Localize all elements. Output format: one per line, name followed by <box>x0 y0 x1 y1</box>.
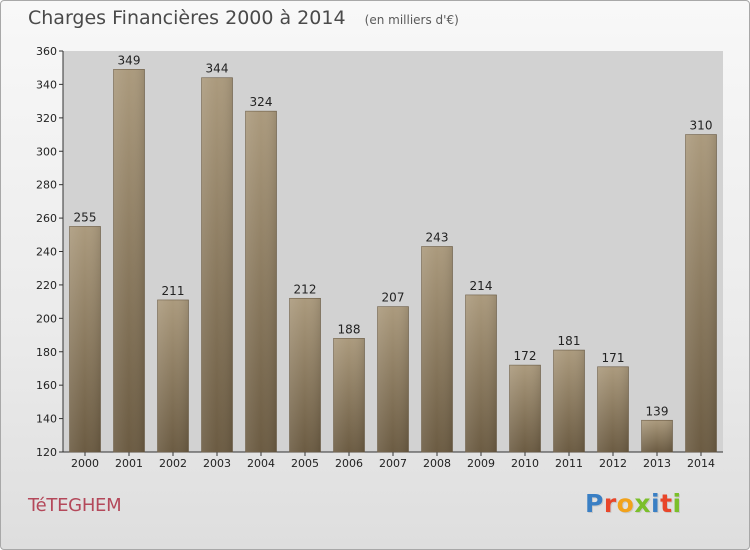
y-tick-label: 320 <box>36 112 57 125</box>
x-tick-label: 2005 <box>291 457 319 470</box>
data-label: 207 <box>382 291 405 305</box>
data-label: 212 <box>294 282 317 296</box>
bar-shine <box>245 111 277 453</box>
x-tick-label: 2000 <box>71 457 99 470</box>
data-label: 181 <box>558 334 581 348</box>
x-tick-label: 2004 <box>247 457 275 470</box>
title-row: Charges Financières 2000 à 2014 (en mill… <box>28 7 459 29</box>
x-tick-label: 2012 <box>599 457 627 470</box>
data-label: 171 <box>602 351 625 365</box>
bar-2004[interactable] <box>245 110 277 453</box>
place-name: TéTEGHEM <box>28 495 122 516</box>
data-label: 211 <box>162 284 185 298</box>
bar-shine <box>685 134 717 452</box>
x-tick-label: 2010 <box>511 457 539 470</box>
data-label: 255 <box>74 210 97 224</box>
logo-letter: x <box>634 489 651 518</box>
bar-shine <box>69 226 101 452</box>
bar-shine <box>289 298 321 452</box>
data-label: 188 <box>338 322 361 336</box>
bar-2003[interactable] <box>201 77 233 453</box>
bar-2000[interactable] <box>69 226 101 453</box>
chart-subtitle: (en milliers d'€) <box>364 13 459 27</box>
logo-letter: i <box>651 489 661 518</box>
y-tick-label: 360 <box>36 45 57 58</box>
x-tick-label: 2002 <box>159 457 187 470</box>
x-tick-label: 2003 <box>203 457 231 470</box>
x-tick-label: 2006 <box>335 457 363 470</box>
x-tick-label: 2013 <box>643 457 671 470</box>
x-tick-label: 2009 <box>467 457 495 470</box>
bar-2010[interactable] <box>509 364 541 453</box>
bar-shine <box>465 294 497 452</box>
logo-letter: P <box>585 489 604 518</box>
logo-letter: t <box>660 489 673 518</box>
bar-2006[interactable] <box>333 338 365 453</box>
bar-shine <box>377 306 409 452</box>
y-tick-label: 160 <box>36 379 57 392</box>
bar-2013[interactable] <box>641 419 673 453</box>
bar-shine <box>641 420 673 452</box>
data-label: 349 <box>118 53 141 67</box>
bar-2008[interactable] <box>421 246 453 453</box>
bar-shine <box>553 350 585 452</box>
bar-shine <box>333 338 365 452</box>
bar-2009[interactable] <box>465 294 497 453</box>
data-label: 344 <box>206 62 229 76</box>
y-tick-label: 340 <box>36 78 57 91</box>
y-tick-label: 240 <box>36 246 57 259</box>
bar-2014[interactable] <box>685 134 717 453</box>
x-tick-label: 2007 <box>379 457 407 470</box>
bar-2001[interactable] <box>113 69 145 453</box>
y-tick-label: 120 <box>36 446 57 459</box>
bar-shine <box>157 299 189 452</box>
data-label: 214 <box>470 279 493 293</box>
bar-2002[interactable] <box>157 299 189 453</box>
chart-title: Charges Financières 2000 à 2014 <box>28 7 346 29</box>
y-tick-label: 300 <box>36 145 57 158</box>
logo-letter: i <box>672 489 682 518</box>
logo-letter: r <box>603 489 617 518</box>
data-label: 310 <box>690 119 713 133</box>
y-tick-label: 260 <box>36 212 57 225</box>
y-tick-label: 220 <box>36 279 57 292</box>
bar-2007[interactable] <box>377 306 409 453</box>
x-tick-label: 2011 <box>555 457 583 470</box>
x-tick-label: 2008 <box>423 457 451 470</box>
data-label: 139 <box>646 404 669 418</box>
x-tick-label: 2014 <box>687 457 715 470</box>
bar-2011[interactable] <box>553 349 585 453</box>
bar-shine <box>113 69 145 453</box>
bar-shine <box>421 246 453 452</box>
bar-shine <box>509 365 541 452</box>
bar-2012[interactable] <box>597 366 629 453</box>
x-tick-label: 2001 <box>115 457 143 470</box>
y-tick-label: 180 <box>36 346 57 359</box>
bar-2005[interactable] <box>289 297 321 453</box>
data-label: 172 <box>514 349 537 363</box>
data-label: 324 <box>250 95 273 109</box>
logo-letter: o <box>616 489 635 518</box>
y-tick-label: 200 <box>36 312 57 325</box>
bar-shine <box>597 366 629 452</box>
bar-shine <box>201 77 233 452</box>
data-label: 243 <box>426 230 449 244</box>
y-tick-label: 280 <box>36 179 57 192</box>
proxiti-logo[interactable]: Proxiti <box>585 489 682 518</box>
y-tick-label: 140 <box>36 413 57 426</box>
